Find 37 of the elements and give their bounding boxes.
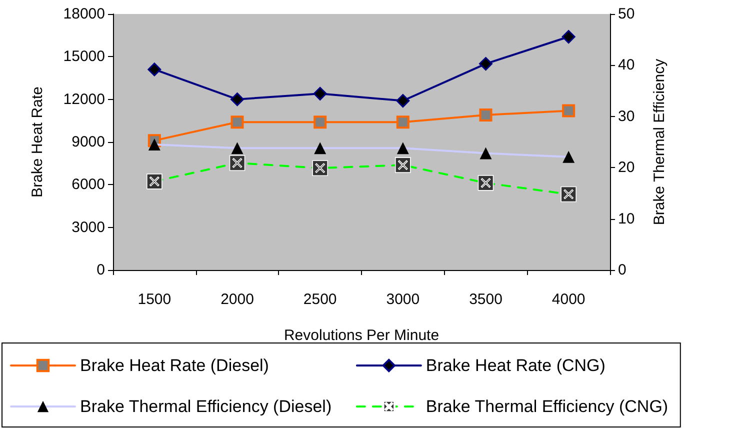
x-tick-label: 2500 (303, 291, 337, 308)
y-tick-label: 15000 (63, 48, 105, 66)
y2-tick-label: 30 (618, 108, 635, 125)
x-tick-label: 2000 (220, 291, 254, 308)
y2-tick-label: 20 (618, 159, 635, 176)
y-tick-label: 3000 (72, 218, 105, 236)
point (230, 92, 244, 106)
x-tick-label: 3500 (469, 291, 502, 308)
x-tick-label: 1500 (138, 291, 172, 308)
y-tick-label: 9000 (72, 134, 105, 150)
y-tick-label: 18000 (63, 6, 105, 22)
y-tick-label: 12000 (63, 90, 105, 108)
x-tick-label: 3000 (386, 291, 420, 308)
y2-axis-title: Brake Thermal Efficiency (651, 58, 668, 226)
point (562, 30, 576, 44)
point (396, 116, 410, 129)
point (479, 108, 492, 122)
legend-label: Brake Thermal Efficiency (CNG) (426, 397, 668, 416)
y2-tick-label: 10 (618, 210, 635, 228)
point (314, 116, 327, 129)
y-axis-title: Brake Heat Rate (29, 86, 46, 198)
legend-label: Brake Heat Rate (Diesel) (80, 356, 269, 375)
y2-tick-label: 40 (618, 56, 635, 74)
y2-tick-label: 0 (618, 262, 626, 278)
point (562, 104, 576, 118)
y2-tick-label: 50 (618, 6, 635, 22)
legend-label: Brake Heat Rate (CNG) (426, 356, 606, 375)
x-axis-title: Revolutions Per Minute (284, 327, 440, 344)
legend-label: Brake Thermal Efficiency (Diesel) (80, 397, 332, 416)
point (230, 116, 244, 129)
point (479, 57, 492, 71)
point (148, 62, 162, 76)
x-tick-label: 4000 (552, 291, 586, 308)
point (396, 94, 410, 108)
y-tick-label: 6000 (72, 176, 105, 194)
y-tick-label: 0 (96, 262, 105, 278)
point (313, 86, 327, 100)
